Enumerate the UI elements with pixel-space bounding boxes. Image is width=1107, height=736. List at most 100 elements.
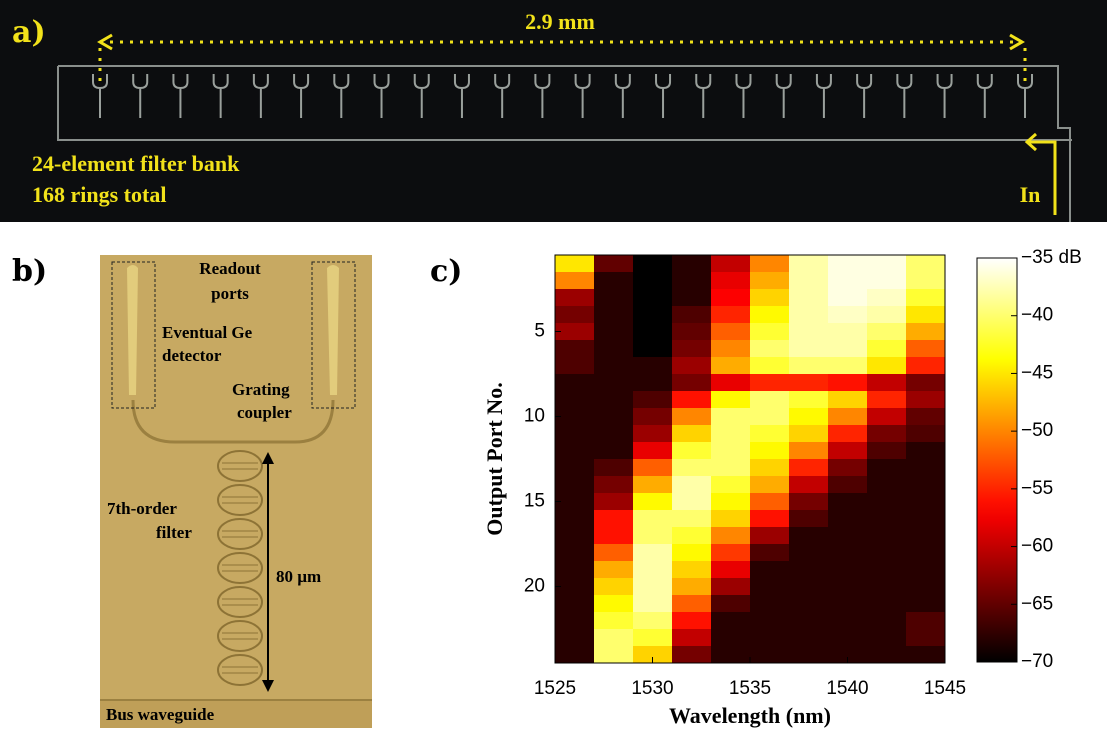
heatmap-cell [711,612,751,630]
heatmap-cell [711,272,751,290]
heatmap-cell [633,391,673,409]
heatmap-cell [867,629,907,647]
heatmap-cell [867,476,907,494]
heatmap-cell [711,340,751,358]
heatmap-cell [867,391,907,409]
heatmap-cell [867,306,907,324]
heatmap-cell [906,527,946,545]
heatmap-cell [750,595,790,613]
heatmap-cell [594,578,634,596]
y-tick-label: 5 [534,321,545,342]
heatmap-cell [711,255,751,273]
heatmap-cell [906,459,946,477]
panel-label: a) [12,15,46,50]
heatmap-cell [750,578,790,596]
heatmap-cell [594,544,634,562]
heatmap-cell [906,255,946,273]
heatmap-cell [828,459,868,477]
heatmap-cell [906,493,946,511]
ring-filter [217,450,263,686]
filter-element [856,74,873,118]
heatmap-cell [711,493,751,511]
heatmap-cell [750,510,790,528]
heatmap-cell [672,442,712,460]
heatmap-cell [867,357,907,375]
annotation: filter [156,523,192,542]
heatmap-cell [789,391,829,409]
heatmap-cell [750,459,790,477]
heatmap-cell [594,646,634,664]
heatmap [555,255,946,664]
heatmap-cell [555,578,595,596]
heatmap-cell [633,629,673,647]
heatmap-cell [633,340,673,358]
heatmap-cell [555,272,595,290]
heatmap-cell [711,476,751,494]
heatmap-cell [750,425,790,443]
heatmap-cell [555,306,595,324]
heatmap-cell [555,561,595,579]
heatmap-cell [867,646,907,664]
heatmap-cell [672,561,712,579]
x-tick-label: 1525 [534,678,576,699]
heatmap-cell [672,510,712,528]
annotation: 7th-order [107,499,177,518]
heatmap-cell [906,595,946,613]
heatmap-cell [594,476,634,494]
caption: 24-element filter bank [32,151,240,176]
x-tick-label: 1545 [924,678,966,699]
heatmap-cell [867,408,907,426]
heatmap-cell [828,425,868,443]
heatmap-cell [789,510,829,528]
heatmap-cell [711,425,751,443]
heatmap-cell [789,323,829,341]
heatmap-cell [906,578,946,596]
annotation: detector [162,346,222,365]
heatmap-cell [594,391,634,409]
heatmap-cell [711,646,751,664]
heatmap-cell [750,493,790,511]
annotation: Bus waveguide [106,705,215,724]
heatmap-cell [594,340,634,358]
heatmap-cell [633,578,673,596]
annotation: Grating [232,380,290,399]
heatmap-cell [750,646,790,664]
heatmap-cell [555,476,595,494]
heatmap-cell [633,374,673,392]
heatmap-cell [789,493,829,511]
heatmap-cell [750,374,790,392]
heatmap-cell [906,408,946,426]
colorbar-tick-label: −50 [1021,420,1053,441]
heatmap-cell [711,323,751,341]
heatmap-cell [867,510,907,528]
bus-region [100,700,372,728]
heatmap-cell [906,510,946,528]
heatmap-cell [555,357,595,375]
heatmap-cell [555,544,595,562]
heatmap-cell [750,561,790,579]
heatmap-cell [594,425,634,443]
heatmap-cell [750,323,790,341]
heatmap-cell [828,442,868,460]
filter-element [373,74,390,118]
heatmap-cell [633,408,673,426]
heatmap-cell [828,646,868,664]
y-axis-label: Output Port No. [482,382,507,535]
caption: 168 rings total [32,182,166,207]
heatmap-cell [828,340,868,358]
heatmap-cell [906,272,946,290]
heatmap-cell [906,561,946,579]
heatmap-cell [750,255,790,273]
heatmap-cell [828,323,868,341]
heatmap-cell [828,629,868,647]
heatmap-cell [828,289,868,307]
heatmap-cell [828,272,868,290]
arrowheads [97,33,1025,51]
heatmap-cell [750,629,790,647]
heatmap-cell [555,595,595,613]
heatmap-cell [594,408,634,426]
heatmap-cell [789,578,829,596]
heatmap-cell [789,442,829,460]
heatmap-cell [594,527,634,545]
colorbar-tick-label: −55 [1021,478,1053,499]
